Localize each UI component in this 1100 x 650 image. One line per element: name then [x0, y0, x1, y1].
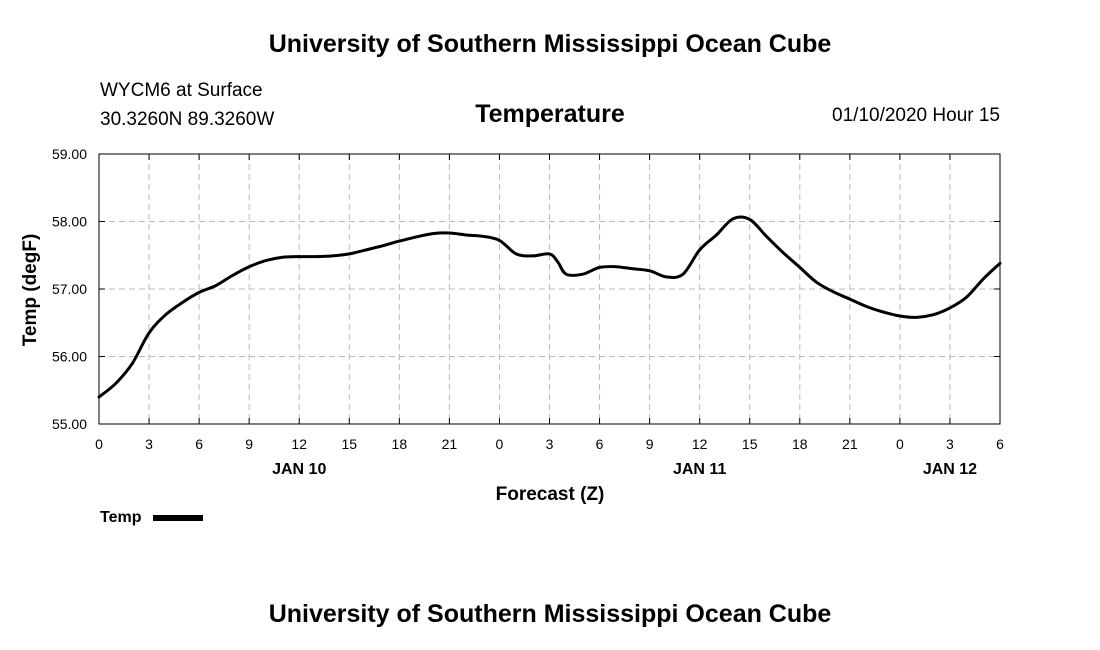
y-tick-label: 56.00 [52, 349, 87, 365]
x-tick-label: 6 [195, 436, 203, 452]
axis-labels: 0 3 6 9 12 15 18 21 0 3 6 9 12 15 18 21 0 3 6 55.00 56.00 57.… [52, 146, 1004, 478]
x-tick-label: 6 [996, 436, 1004, 452]
station-info: WYCM6 at Surface 30.3260N 89.3260W [100, 76, 274, 134]
axis-ticks [98, 153, 1001, 425]
x-tick-label: 18 [792, 436, 808, 452]
x-tick-label: 12 [692, 436, 708, 452]
x-tick-label: 6 [596, 436, 604, 452]
forecast-datetime: 01/10/2020 Hour 15 [832, 105, 1000, 126]
x-tick-label: 21 [842, 436, 858, 452]
temp-series-line [97, 215, 1002, 399]
x-tick-label: 18 [392, 436, 408, 452]
day-label: JAN 10 [272, 461, 326, 478]
x-tick-label: 21 [442, 436, 458, 452]
y-tick-label: 57.00 [52, 281, 87, 297]
x-tick-label: 15 [742, 436, 758, 452]
legend-swatch [153, 515, 204, 521]
x-tick-label: 3 [946, 436, 954, 452]
x-tick-label: 0 [896, 436, 904, 452]
x-tick-label: 9 [646, 436, 654, 452]
day-label: JAN 11 [673, 461, 726, 478]
x-tick-label: 12 [291, 436, 307, 452]
footer-title: University of Southern Mississippi Ocean… [268, 600, 832, 628]
grid [99, 154, 1000, 424]
x-tick-label: 3 [145, 436, 153, 452]
x-tick-label: 3 [546, 436, 554, 452]
y-tick-label: 55.00 [52, 416, 87, 432]
chart-title: University of Southern Mississippi Ocean… [268, 30, 832, 58]
station-coords: 30.3260N 89.3260W [100, 109, 275, 130]
day-label: JAN 12 [923, 461, 977, 478]
x-tick-label: 15 [341, 436, 357, 452]
x-axis-label: Forecast (Z) [496, 484, 605, 505]
x-tick-label: 0 [496, 436, 504, 452]
legend: Temp [100, 509, 204, 527]
y-tick-label: 58.00 [52, 214, 87, 230]
y-tick-label: 59.00 [52, 146, 87, 162]
station-name: WYCM6 at Surface [100, 80, 263, 101]
chart-subtitle: Temperature [475, 100, 625, 128]
x-tick-label: 0 [95, 436, 103, 452]
x-tick-label: 9 [245, 436, 253, 452]
y-axis-label: Temp (degF) [20, 234, 41, 347]
legend-label: Temp [100, 509, 142, 526]
